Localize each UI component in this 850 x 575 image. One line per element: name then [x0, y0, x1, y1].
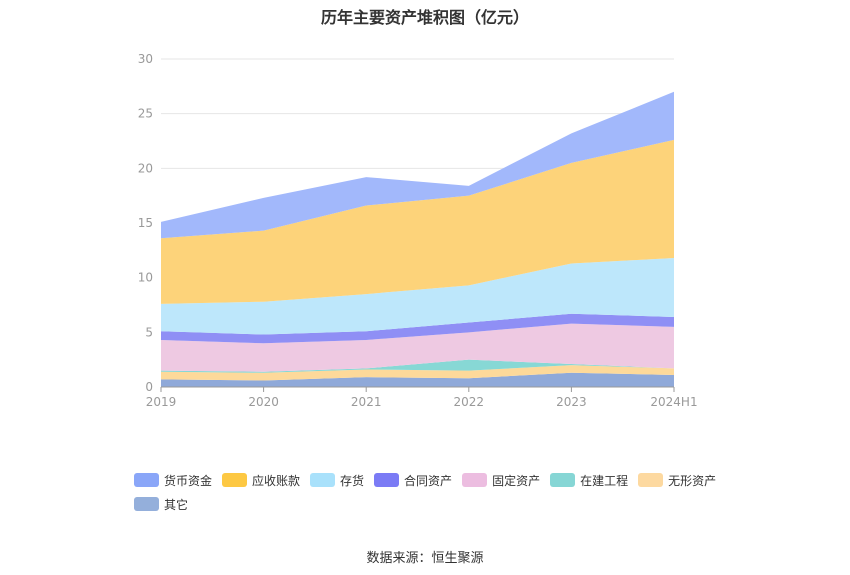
legend-swatch	[310, 473, 336, 487]
legend-item[interactable]: 应收账款	[222, 472, 300, 488]
legend-item[interactable]: 合同资产	[374, 472, 452, 488]
legend-swatch	[134, 473, 159, 487]
legend-item[interactable]: 在建工程	[550, 472, 628, 488]
legend-label: 应收账款	[252, 473, 301, 488]
x-tick-label: 2023	[556, 395, 587, 409]
area-固定资产	[161, 323, 674, 372]
x-tick-label: 2024H1	[650, 395, 697, 409]
area-series	[161, 91, 674, 387]
y-tick-label: 5	[145, 325, 153, 339]
legend-label: 固定资产	[492, 473, 541, 488]
area-合同资产	[161, 313, 674, 344]
x-tick-label: 2019	[146, 395, 177, 409]
y-tick-label: 0	[145, 380, 153, 394]
legend-label: 其它	[164, 497, 189, 512]
area-货币资金	[161, 91, 674, 239]
y-tick-label: 25	[138, 107, 153, 121]
legend-label: 合同资产	[404, 473, 453, 488]
legend-swatch	[550, 473, 576, 487]
axes: 0 5 10 15 20 25 30 2019 2020 2021 2022 2023 2024H1	[138, 52, 698, 409]
legend-swatch	[134, 497, 159, 511]
x-tick-label: 2021	[351, 395, 382, 409]
area-其它	[161, 372, 674, 387]
x-tick-label: 2020	[248, 395, 279, 409]
area-在建工程	[161, 359, 674, 373]
legend-item[interactable]: 无形资产	[638, 472, 716, 488]
legend-swatch	[462, 473, 488, 487]
stacked-area-chart: 0 5 10 15 20 25 30 2019 2020 2021 2022 2023 2024H1	[138, 52, 698, 409]
legend-label: 存货	[340, 473, 365, 488]
data-source: 数据来源：恒生聚源	[366, 551, 484, 566]
area-无形资产	[161, 365, 674, 381]
chart-title: 历年主要资产堆积图（亿元）	[320, 8, 529, 27]
legend-swatch	[222, 473, 248, 487]
legend-item[interactable]: 其它	[134, 496, 188, 512]
legend: 货币资金 应收账款 存货 合同资产 固定资产 在建工程 无形资产其它	[134, 472, 734, 512]
legend-label: 在建工程	[580, 473, 629, 488]
legend-swatch	[374, 473, 400, 487]
x-tick-label: 2022	[454, 395, 485, 409]
legend-label: 货币资金	[164, 473, 213, 488]
area-应收账款	[161, 139, 674, 304]
y-tick-label: 10	[138, 271, 153, 285]
legend-item[interactable]: 货币资金	[134, 472, 212, 488]
y-tick-label: 15	[138, 216, 153, 230]
y-tick-label: 20	[138, 161, 153, 175]
area-存货	[161, 257, 674, 335]
legend-item[interactable]: 固定资产	[462, 472, 540, 488]
legend-label: 无形资产	[668, 473, 717, 488]
legend-swatch	[638, 473, 664, 487]
y-tick-label: 30	[138, 52, 153, 66]
legend-item[interactable]: 存货	[310, 472, 364, 488]
